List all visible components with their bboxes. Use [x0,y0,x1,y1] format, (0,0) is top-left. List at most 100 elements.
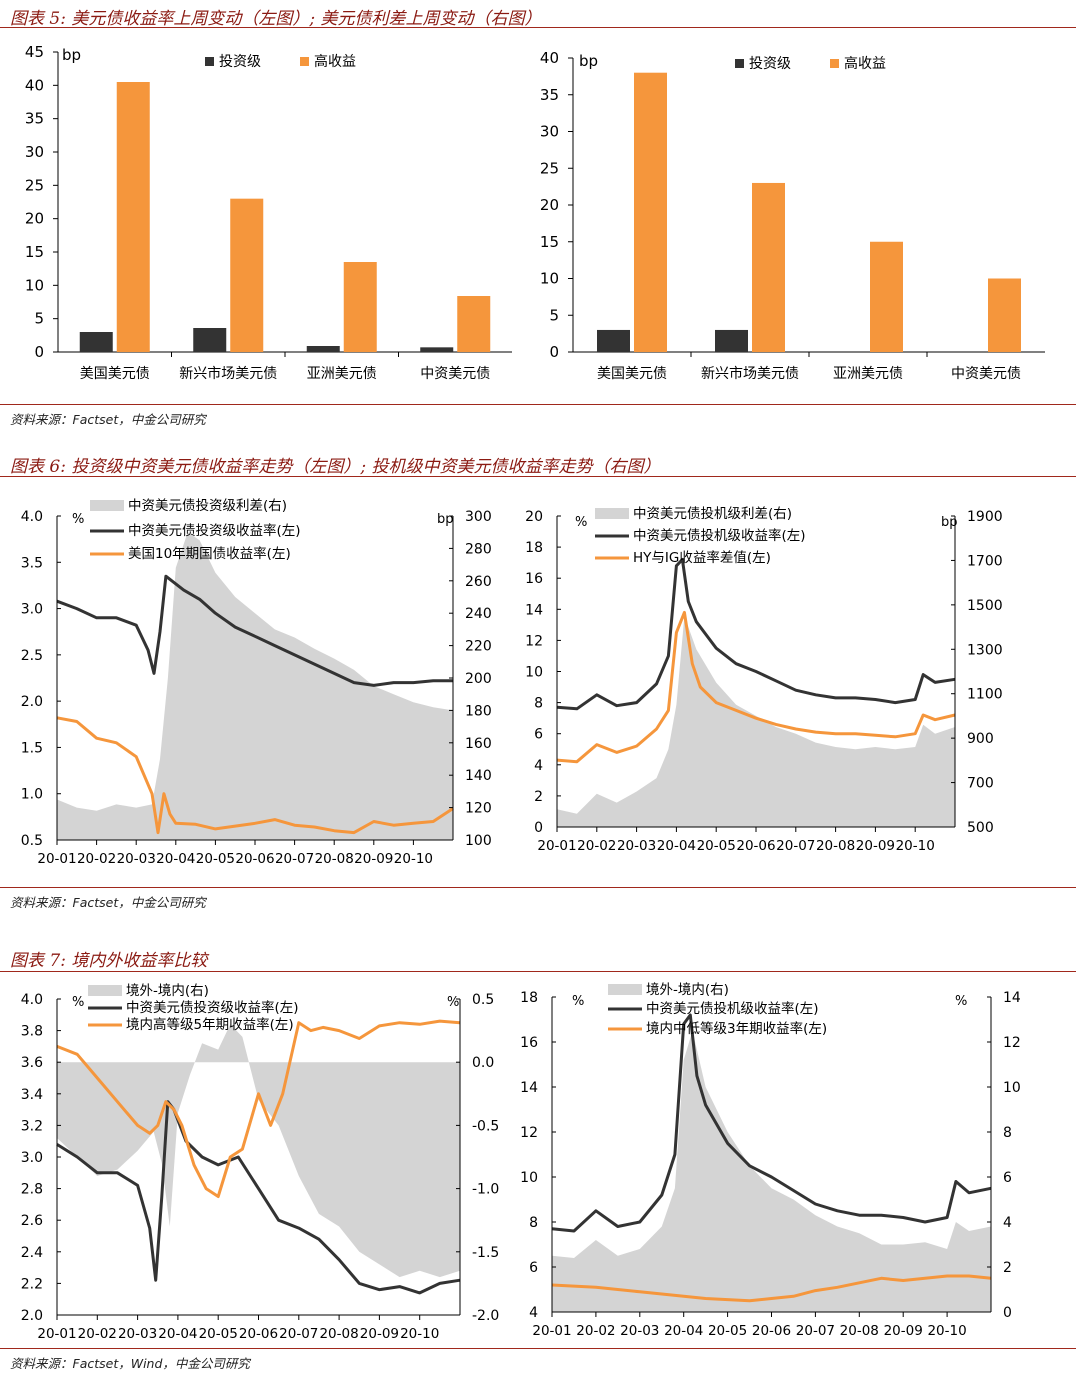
left-y-tick-label: 4 [529,1305,538,1321]
right-y-tick-label: 4 [1003,1215,1012,1231]
area-series-spread [557,616,955,827]
left-y-tick-label: 16 [525,571,543,587]
left-y-tick-label: 2.0 [21,694,43,710]
x-tick-label: 20-03 [118,1326,157,1342]
y-tick-label: 0 [34,343,44,361]
y-tick-label: 5 [34,310,44,328]
left-y-tick-label: 3.5 [21,555,43,571]
figure-6-bottom-rule [0,887,1076,888]
left-y-unit-label: % [572,994,584,1009]
legend-label: 中资美元债投资级利差(右) [128,498,287,514]
right-y-tick-label: 160 [465,736,492,752]
x-tick-label: 20-05 [708,1323,747,1339]
x-tick-label: 20-03 [617,838,656,854]
left-y-tick-label: 6 [534,727,543,743]
y-unit-label: bp [62,46,81,64]
right-y-tick-label: 700 [967,776,994,792]
right-y-tick-label: 200 [465,671,492,687]
figure-6-title: 图表 6: 投资级中资美元债收益率走势（左图）; 投机级中资美元债收益率走势（右… [10,457,661,477]
legend-label: 境外-境内(右) [646,982,729,998]
legend-label: HY与IG收益率差值(左) [633,549,771,566]
bar-investment-grade [79,332,113,352]
legend-label: 中资美元债投机级收益率(左) [646,1000,819,1017]
y-tick-label: 35 [540,86,559,104]
right-y-tick-label: 12 [1003,1035,1021,1051]
left-y-unit-label: % [72,512,84,527]
x-tick-label: 20-07 [275,851,314,867]
left-y-tick-label: 6 [529,1260,538,1276]
left-y-tick-label: 2.0 [21,1308,43,1324]
line-series-orange [556,610,956,764]
bar-high-yield [343,262,377,352]
right-y-unit-label: % [447,995,459,1010]
legend-label: 境内高等级5年期收益率(左) [126,1016,294,1033]
fig7-left-line-chart: 2.0 2.2 2.4 2.6 2.8 3.0 3.2 3.4 3.6 3.8 4.0 -2.0 -1.… [21,983,500,1342]
x-tick-label: 20-03 [620,1323,659,1339]
x-tick-label: 20-02 [577,838,616,854]
x-tick-label: 20-07 [279,1326,318,1342]
x-tick-label: 20-02 [576,1323,615,1339]
area-series-spread [552,1030,991,1312]
y-tick-label: 0 [549,343,559,361]
left-y-tick-label: 12 [525,633,543,649]
y-unit-label: bp [579,52,598,70]
bar-high-yield [457,296,491,352]
right-y-tick-label: 260 [465,574,492,590]
y-tick-label: 25 [25,176,44,194]
right-y-tick-label: 8 [1003,1125,1012,1141]
line-series-orange [56,1019,461,1198]
x-tick-label: 20-08 [840,1323,879,1339]
legend-swatch [205,57,214,66]
left-y-tick-label: 14 [520,1080,538,1096]
bar-high-yield [752,182,785,352]
left-y-tick-label: 4.0 [21,509,43,525]
left-y-tick-label: 2.6 [21,1213,43,1229]
legend-label: 中资美元债投资级收益率(左) [128,522,301,539]
x-tick-label: 20-05 [199,1326,238,1342]
left-y-tick-label: 3.0 [21,1150,43,1166]
left-y-tick-label: 8 [534,696,543,712]
x-category-label: 中资美元债 [951,366,1021,382]
line-series-orange [551,1274,992,1303]
x-tick-label: 20-04 [664,1323,703,1339]
legend-swatch-area [608,984,642,995]
x-tick-label: 20-01 [537,838,576,854]
figure-5-bottom-rule [0,404,1076,405]
y-tick-label: 30 [540,123,559,141]
left-y-tick-label: 10 [520,1170,538,1186]
y-tick-label: 40 [25,76,44,94]
x-category-label: 新兴市场美元债 [701,365,799,382]
right-y-tick-label: 1300 [967,642,1003,658]
line-series-dark [556,558,956,711]
figure-6-top-rule [0,476,1076,477]
legend-label: 投资级 [219,54,261,70]
x-tick-label: 20-06 [235,851,274,867]
right-y-tick-label: 1500 [967,598,1003,614]
right-y-tick-label: 280 [465,541,492,557]
right-y-tick-label: 1900 [967,509,1003,525]
left-y-tick-label: 10 [525,665,543,681]
left-y-tick-label: 1.0 [21,787,43,803]
left-y-tick-label: 2.2 [21,1276,43,1292]
x-tick-label: 20-10 [400,1326,439,1342]
bar-high-yield [870,241,903,352]
y-tick-label: 45 [25,43,44,61]
bar-high-yield [116,82,150,352]
fig5-left-bar-chart: 0 5 10 15 20 25 30 35 40 45 bp 美国美元债 新兴市场美元债 亚洲美元债 中资美… [25,43,512,382]
left-y-tick-label: 4 [534,758,543,774]
fig7-right-line-chart: 4 6 8 10 12 14 16 18 0 2 4 6 8 10 12 14% % 20-01 20-02 20-0… [520,982,1021,1339]
figure-7-top-rule [0,971,1076,972]
x-tick-label: 20-01 [37,851,76,867]
line-series-dark [56,574,453,687]
bar-high-yield [634,72,667,352]
x-tick-label: 20-08 [816,838,855,854]
legend-swatch-area [88,985,122,996]
y-tick-label: 5 [549,306,559,324]
bar-investment-grade [420,347,454,352]
legend-label: 投资级 [749,56,791,72]
x-tick-label: 20-10 [394,851,433,867]
y-tick-label: 25 [540,159,559,177]
y-tick-label: 10 [25,276,44,294]
right-y-unit-label: bp [941,515,958,530]
x-category-label: 亚洲美元债 [833,366,903,382]
